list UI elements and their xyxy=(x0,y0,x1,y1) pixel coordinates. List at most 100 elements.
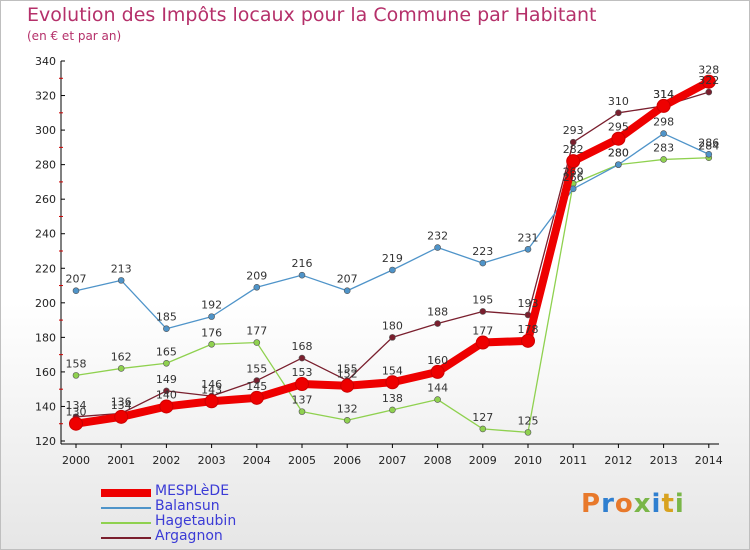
data-point xyxy=(163,359,170,367)
x-tick-label: 2001 xyxy=(107,454,135,467)
y-tick-label: 320 xyxy=(35,90,56,103)
chart-subtitle: (en € et par an) xyxy=(27,29,122,43)
proxiti-logo: Proxiti xyxy=(581,489,685,519)
x-tick-label: 2004 xyxy=(243,454,271,467)
data-label: 137 xyxy=(292,394,313,407)
data-point xyxy=(611,131,626,146)
data-point xyxy=(479,425,487,433)
data-label: 149 xyxy=(156,373,177,386)
x-tick-label: 2006 xyxy=(333,454,361,467)
data-label: 284 xyxy=(698,140,719,153)
data-point xyxy=(569,185,577,193)
data-point xyxy=(163,325,170,333)
y-tick-label: 120 xyxy=(35,435,56,448)
chart-title: Evolution des Impôts locaux pour la Comm… xyxy=(27,4,597,26)
x-tick-label: 2013 xyxy=(650,454,678,467)
data-point xyxy=(253,339,261,346)
data-label: 158 xyxy=(66,357,87,370)
legend-swatch xyxy=(101,522,151,524)
data-label: 146 xyxy=(201,378,222,391)
logo-letter: r xyxy=(601,489,615,519)
data-label: 266 xyxy=(563,171,584,184)
data-point xyxy=(343,416,351,424)
data-point xyxy=(524,245,532,253)
data-point xyxy=(660,130,667,137)
data-point xyxy=(69,416,83,431)
data-point xyxy=(114,409,129,424)
data-label: 192 xyxy=(201,299,222,312)
data-point xyxy=(701,74,716,89)
data-label: 168 xyxy=(292,340,313,353)
data-label: 314 xyxy=(653,88,674,101)
data-label: 195 xyxy=(472,293,493,306)
y-tick-label: 240 xyxy=(35,228,56,241)
data-label: 138 xyxy=(382,392,403,405)
data-label: 155 xyxy=(246,363,267,376)
data-label: 207 xyxy=(337,273,358,286)
legend-label: Argagnon xyxy=(155,528,223,544)
data-label: 231 xyxy=(518,231,539,244)
data-point xyxy=(385,375,400,390)
x-tick-label: 2011 xyxy=(559,454,587,467)
x-tick-label: 2012 xyxy=(604,454,632,467)
y-tick-label: 280 xyxy=(35,159,56,172)
data-label: 269 xyxy=(563,166,584,179)
data-point xyxy=(208,313,215,320)
data-point xyxy=(208,340,215,348)
data-point xyxy=(117,365,125,372)
data-point xyxy=(479,259,487,267)
data-point xyxy=(479,308,487,315)
data-label: 125 xyxy=(518,414,539,427)
x-tick-label: 2008 xyxy=(424,454,452,467)
data-point xyxy=(204,394,219,409)
data-label: 209 xyxy=(246,269,267,282)
data-label: 152 xyxy=(337,368,358,381)
legend-swatch xyxy=(101,537,151,539)
y-tick-label: 140 xyxy=(35,400,56,413)
x-tick-label: 2005 xyxy=(288,454,316,467)
logo-letter: i xyxy=(651,489,662,519)
y-tick-label: 180 xyxy=(35,331,56,344)
data-label: 165 xyxy=(156,345,177,358)
data-point xyxy=(521,333,535,348)
data-label: 177 xyxy=(246,325,267,338)
y-tick-label: 340 xyxy=(35,55,56,68)
data-label: 136 xyxy=(111,395,132,408)
data-label: 223 xyxy=(472,245,493,258)
data-point xyxy=(298,271,306,279)
data-point xyxy=(72,287,80,295)
logo-letter: P xyxy=(581,489,602,519)
data-point xyxy=(389,334,396,341)
y-tick-label: 300 xyxy=(35,124,56,137)
x-tick-label: 2009 xyxy=(469,454,497,467)
data-label: 295 xyxy=(608,121,629,134)
data-label: 134 xyxy=(66,399,87,412)
data-label: 153 xyxy=(292,366,313,379)
data-point xyxy=(249,390,264,405)
data-label: 232 xyxy=(427,230,448,243)
data-label: 213 xyxy=(111,262,132,275)
data-point xyxy=(615,109,622,117)
y-tick-label: 160 xyxy=(35,366,56,379)
x-tick-label: 2000 xyxy=(62,454,90,467)
y-tick-label: 200 xyxy=(35,297,56,310)
data-point xyxy=(295,377,309,391)
data-point xyxy=(430,364,445,379)
data-label: 193 xyxy=(518,297,539,310)
y-tick-label: 260 xyxy=(35,193,56,206)
data-point xyxy=(566,154,581,169)
data-label: 314 xyxy=(653,88,674,101)
data-label: 282 xyxy=(563,143,584,156)
data-label: 310 xyxy=(608,95,629,108)
logo-letter: t xyxy=(661,489,675,519)
data-label: 144 xyxy=(427,382,448,395)
data-label: 177 xyxy=(472,325,493,338)
data-point xyxy=(343,287,351,295)
data-label: 219 xyxy=(382,252,403,265)
data-point xyxy=(117,277,125,284)
data-label: 207 xyxy=(66,273,87,286)
data-point xyxy=(340,378,355,393)
data-label: 154 xyxy=(382,364,403,377)
data-label: 140 xyxy=(156,388,177,401)
